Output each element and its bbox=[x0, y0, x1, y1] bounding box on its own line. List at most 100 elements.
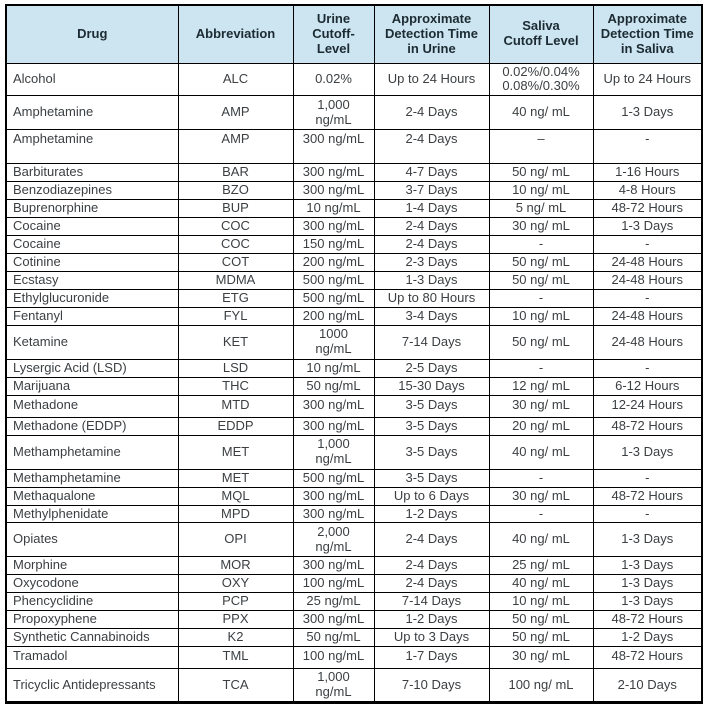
cell-urine-cutoff: 500 ng/mL bbox=[292, 468, 375, 488]
cell-urine-detection: 1-7 Days bbox=[373, 646, 490, 670]
cell-saliva-detection: - bbox=[592, 504, 703, 524]
table-row: Alcohol ALC 0.02% Up to 24 Hours 0.02%/0.04%… bbox=[5, 62, 703, 97]
table-row: Tricyclic Antidepressants TCA 1,000 ng/mL 7… bbox=[5, 668, 703, 703]
cell-drug: Tricyclic Antidepressants bbox=[5, 668, 179, 703]
cell-saliva-cutoff: - bbox=[488, 288, 594, 308]
cell-saliva-detection: - bbox=[592, 468, 703, 488]
cell-saliva-cutoff: 50 ng/ mL bbox=[488, 610, 594, 630]
cell-drug: Morphine bbox=[5, 556, 179, 576]
cell-saliva-cutoff: 30 ng/ mL bbox=[488, 646, 594, 670]
cell-urine-cutoff: 10 ng/mL bbox=[292, 199, 375, 219]
cell-urine-detection: 1-3 Days bbox=[373, 271, 490, 290]
cell-urine-cutoff: 100 ng/mL bbox=[292, 646, 375, 670]
cell-drug: Ethylglucuronide bbox=[5, 288, 179, 308]
cell-drug: Propoxyphene bbox=[5, 610, 179, 630]
cell-urine-detection: 1-4 Days bbox=[373, 199, 490, 219]
table-row: Methadone (EDDP) EDDP 300 ng/mL 3-5 Days 20 … bbox=[5, 416, 703, 436]
cell-abbreviation: AMP bbox=[177, 129, 294, 165]
cell-saliva-cutoff: 5 ng/ mL bbox=[488, 199, 594, 219]
cell-drug: Lysergic Acid (LSD) bbox=[5, 358, 179, 378]
cell-drug: Oxycodone bbox=[5, 574, 179, 594]
cell-saliva-detection: 1-3 Days bbox=[592, 434, 703, 470]
cell-drug: Methaqualone bbox=[5, 486, 179, 506]
table-row: Methylphenidate MPD 300 ng/mL 1-2 Days - - bbox=[5, 504, 703, 524]
cell-drug: Barbiturates bbox=[5, 163, 179, 183]
cell-abbreviation: MET bbox=[177, 468, 294, 488]
table-row: Methamphetamine MET 500 ng/mL 3-5 Days - - bbox=[5, 468, 703, 488]
cell-saliva-cutoff: 10 ng/ mL bbox=[488, 306, 594, 326]
cell-urine-cutoff: 300 ng/mL bbox=[292, 217, 375, 237]
cell-drug: Fentanyl bbox=[5, 306, 179, 326]
cell-saliva-detection: 24-48 Hours bbox=[592, 271, 703, 290]
cell-urine-cutoff: 100 ng/mL bbox=[292, 574, 375, 594]
cell-urine-detection: 2-5 Days bbox=[373, 358, 490, 378]
cell-saliva-cutoff: – bbox=[488, 129, 594, 165]
cell-saliva-detection: 1-3 Days bbox=[592, 574, 703, 594]
cell-urine-cutoff: 500 ng/mL bbox=[292, 288, 375, 308]
cell-saliva-detection: 24-48 Hours bbox=[592, 306, 703, 326]
cell-saliva-cutoff: 30 ng/ mL bbox=[488, 486, 594, 506]
cell-abbreviation: BAR bbox=[177, 163, 294, 183]
cell-urine-cutoff: 200 ng/mL bbox=[292, 253, 375, 272]
cell-urine-detection: 15-30 Days bbox=[373, 376, 490, 396]
column-header-urine-cutoff: Urine Cutoff- Level bbox=[292, 4, 375, 64]
cell-saliva-detection: 1-3 Days bbox=[592, 217, 703, 237]
cell-saliva-cutoff: 50 ng/ mL bbox=[488, 253, 594, 272]
table-row: Benzodiazepines BZO 300 ng/mL 3-7 Days 10 ng… bbox=[5, 181, 703, 201]
cell-drug: Tramadol bbox=[5, 646, 179, 670]
table-header: Drug Abbreviation Urine Cutoff- Level Appro… bbox=[5, 4, 703, 64]
cell-saliva-cutoff: 50 ng/ mL bbox=[488, 628, 594, 648]
cell-saliva-cutoff: 100 ng/ mL bbox=[488, 668, 594, 703]
cell-saliva-cutoff: 50 ng/ mL bbox=[488, 271, 594, 290]
cell-urine-detection: 1-2 Days bbox=[373, 610, 490, 630]
cell-saliva-cutoff: 40 ng/ mL bbox=[488, 434, 594, 470]
cell-abbreviation: MOR bbox=[177, 556, 294, 576]
cell-urine-detection: 2-4 Days bbox=[373, 574, 490, 594]
cell-urine-detection: 3-5 Days bbox=[373, 468, 490, 488]
cell-saliva-detection: 1-3 Days bbox=[592, 522, 703, 558]
cell-saliva-detection: 48-72 Hours bbox=[592, 646, 703, 670]
cell-saliva-detection: 24-48 Hours bbox=[592, 324, 703, 360]
column-header-urine-detection: Approximate Detection Time in Urine bbox=[373, 4, 490, 64]
cell-abbreviation: BZO bbox=[177, 181, 294, 201]
cell-saliva-cutoff: 50 ng/ mL bbox=[488, 163, 594, 183]
cell-abbreviation: THC bbox=[177, 376, 294, 396]
cell-saliva-cutoff: 30 ng/ mL bbox=[488, 217, 594, 237]
cell-urine-detection: 2-4 Days bbox=[373, 522, 490, 558]
cell-urine-cutoff: 300 ng/mL bbox=[292, 486, 375, 506]
cell-abbreviation: COC bbox=[177, 235, 294, 255]
cell-saliva-detection: 1-3 Days bbox=[592, 556, 703, 576]
cell-abbreviation: KET bbox=[177, 324, 294, 360]
cell-urine-detection: 4-7 Days bbox=[373, 163, 490, 183]
table-row: Cocaine COC 150 ng/mL 2-4 Days - - bbox=[5, 235, 703, 255]
table-row: Ecstasy MDMA 500 ng/mL 1-3 Days 50 ng/ mL 24-… bbox=[5, 271, 703, 290]
cell-abbreviation: EDDP bbox=[177, 416, 294, 436]
cell-abbreviation: MQL bbox=[177, 486, 294, 506]
cell-saliva-detection: 48-72 Hours bbox=[592, 610, 703, 630]
table-row: Cocaine COC 300 ng/mL 2-4 Days 30 ng/ mL 1-3 … bbox=[5, 217, 703, 237]
table-row: Marijuana THC 50 ng/mL 15-30 Days 12 ng/ mL 6… bbox=[5, 376, 703, 396]
cell-abbreviation: MTD bbox=[177, 394, 294, 418]
cell-urine-cutoff: 1,000 ng/mL bbox=[292, 434, 375, 470]
table-row: Oxycodone OXY 100 ng/mL 2-4 Days 40 ng/ mL 1-… bbox=[5, 574, 703, 594]
cell-drug: Ecstasy bbox=[5, 271, 179, 290]
cell-abbreviation: FYL bbox=[177, 306, 294, 326]
cell-saliva-cutoff: 50 ng/ mL bbox=[488, 324, 594, 360]
cell-abbreviation: TML bbox=[177, 646, 294, 670]
cell-urine-detection: 7-14 Days bbox=[373, 324, 490, 360]
table-row: Methaqualone MQL 300 ng/mL Up to 6 Days 30 n… bbox=[5, 486, 703, 506]
table-row: Tramadol TML 100 ng/mL 1-7 Days 30 ng/ mL 48-… bbox=[5, 646, 703, 670]
cell-saliva-detection: 1-3 Days bbox=[592, 95, 703, 131]
cell-urine-detection: 3-4 Days bbox=[373, 306, 490, 326]
table-row: Opiates OPI 2,000 ng/mL 2-4 Days 40 ng/ mL 1-… bbox=[5, 522, 703, 558]
cell-saliva-detection: Up to 24 Hours bbox=[592, 62, 703, 97]
cell-abbreviation: PPX bbox=[177, 610, 294, 630]
cell-saliva-cutoff: 12 ng/ mL bbox=[488, 376, 594, 396]
cell-abbreviation: BUP bbox=[177, 199, 294, 219]
cell-abbreviation: MDMA bbox=[177, 271, 294, 290]
cell-drug: Benzodiazepines bbox=[5, 181, 179, 201]
cell-drug: Phencyclidine bbox=[5, 592, 179, 612]
cell-urine-detection: 7-10 Days bbox=[373, 668, 490, 703]
cell-urine-detection: Up to 80 Hours bbox=[373, 288, 490, 308]
table-row: Propoxyphene PPX 300 ng/mL 1-2 Days 50 ng/ m… bbox=[5, 610, 703, 630]
